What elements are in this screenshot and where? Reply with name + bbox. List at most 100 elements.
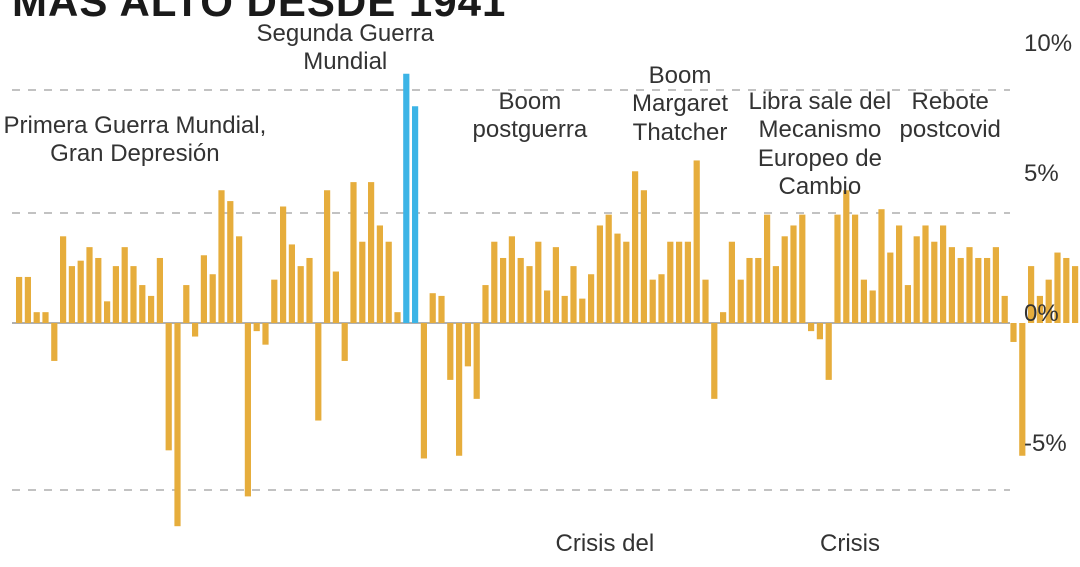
bar xyxy=(958,258,964,323)
bar xyxy=(861,280,867,323)
bar xyxy=(667,242,673,323)
bar xyxy=(324,190,330,323)
bar xyxy=(315,323,321,421)
bar xyxy=(975,258,981,323)
bar xyxy=(254,323,260,331)
a-libra: Libra sale delMecanismoEuropeo deCambio xyxy=(749,88,892,201)
bar xyxy=(887,253,893,323)
bar xyxy=(535,242,541,323)
bar xyxy=(51,323,57,361)
a-thatcher: BoomMargaretThatcher xyxy=(632,62,728,147)
bar-chart xyxy=(0,0,1080,567)
bar xyxy=(42,312,48,323)
bar xyxy=(465,323,471,366)
bar xyxy=(447,323,453,380)
bar xyxy=(350,182,356,323)
bar xyxy=(544,290,550,323)
bar xyxy=(834,215,840,323)
bar xyxy=(157,258,163,323)
bar xyxy=(394,312,400,323)
bar xyxy=(1072,266,1078,323)
bar xyxy=(993,247,999,323)
chart-container: MÁS ALTO DESDE 1941 Primera Guerra Mundi… xyxy=(0,0,1080,567)
bar xyxy=(852,215,858,323)
bar xyxy=(914,236,920,323)
bar xyxy=(245,323,251,496)
bar xyxy=(738,280,744,323)
bar xyxy=(430,293,436,323)
bar xyxy=(526,266,532,323)
a-wwi: Primera Guerra Mundial,Gran Depresión xyxy=(4,112,267,169)
bar xyxy=(826,323,832,380)
bar xyxy=(456,323,462,456)
bar xyxy=(122,247,128,323)
a-postwar: Boompostguerra xyxy=(473,88,588,145)
bar xyxy=(218,190,224,323)
bar xyxy=(782,236,788,323)
bar xyxy=(368,182,374,323)
bar xyxy=(773,266,779,323)
bar xyxy=(166,323,172,450)
bar xyxy=(922,225,928,323)
bar xyxy=(227,201,233,323)
bar xyxy=(69,266,75,323)
bar xyxy=(86,247,92,323)
bar xyxy=(799,215,805,323)
bar xyxy=(641,190,647,323)
bar xyxy=(746,258,752,323)
bar xyxy=(386,242,392,323)
bar xyxy=(764,215,770,323)
bar xyxy=(60,236,66,323)
bar xyxy=(104,301,110,323)
bar xyxy=(289,244,295,323)
bar xyxy=(113,266,119,323)
bar xyxy=(1002,296,1008,323)
bar xyxy=(130,266,136,323)
y-axis-label: 10% xyxy=(1024,30,1072,58)
bar xyxy=(518,258,524,323)
bar xyxy=(174,323,180,526)
bar xyxy=(614,234,620,323)
bar xyxy=(139,285,145,323)
bar xyxy=(183,285,189,323)
bar xyxy=(588,274,594,323)
bar xyxy=(491,242,497,323)
bar xyxy=(808,323,814,331)
bar xyxy=(210,274,216,323)
bar xyxy=(597,225,603,323)
bar xyxy=(711,323,717,399)
bar xyxy=(95,258,101,323)
bar xyxy=(755,258,761,323)
bar xyxy=(817,323,823,339)
bar xyxy=(570,266,576,323)
bar xyxy=(878,209,884,323)
bar xyxy=(403,74,409,323)
bar xyxy=(359,242,365,323)
bar xyxy=(482,285,488,323)
y-axis-label: -5% xyxy=(1024,430,1067,458)
bar xyxy=(606,215,612,323)
bar xyxy=(632,171,638,323)
a-rebote: Rebotepostcovid xyxy=(900,88,1001,145)
bar xyxy=(720,312,726,323)
bar xyxy=(685,242,691,323)
bar xyxy=(500,258,506,323)
a-crisis2: Crisis xyxy=(820,530,880,558)
bar xyxy=(201,255,207,323)
bar xyxy=(870,290,876,323)
bar xyxy=(25,277,31,323)
y-axis-label: 5% xyxy=(1024,160,1059,188)
bar xyxy=(553,247,559,323)
bar xyxy=(78,261,84,323)
bar xyxy=(949,247,955,323)
bar xyxy=(333,272,339,323)
bar xyxy=(790,225,796,323)
bar xyxy=(702,280,708,323)
bar xyxy=(16,277,22,323)
bar xyxy=(306,258,312,323)
bar xyxy=(729,242,735,323)
bar xyxy=(984,258,990,323)
bar xyxy=(262,323,268,345)
bar xyxy=(694,160,700,323)
y-axis-label: 0% xyxy=(1024,300,1059,328)
